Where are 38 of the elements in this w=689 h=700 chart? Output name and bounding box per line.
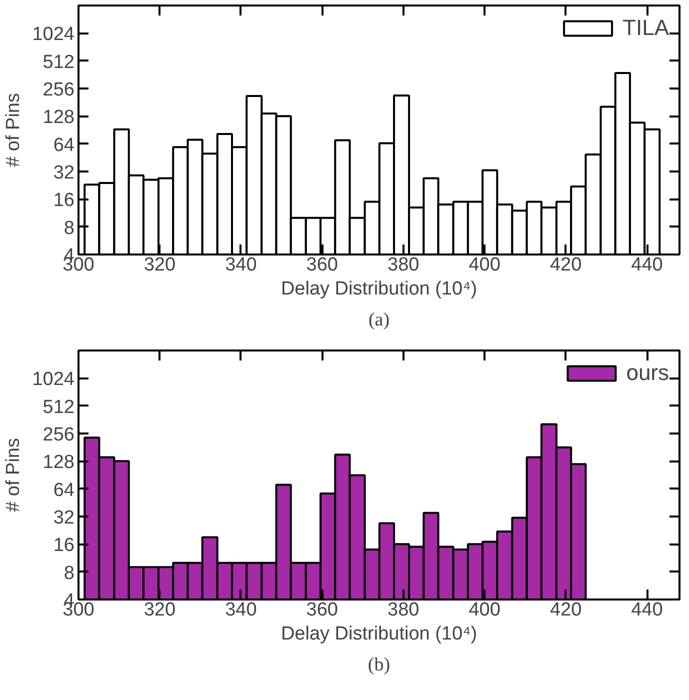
y-tick-label: 32 bbox=[53, 508, 75, 528]
x-tick-label: 320 bbox=[144, 254, 176, 276]
y-tick-label: 8 bbox=[64, 218, 75, 239]
legend-label: TILA bbox=[622, 15, 669, 41]
y-tick-label: 512 bbox=[42, 396, 74, 418]
y-tick-label: 32 bbox=[53, 162, 75, 184]
y-tick-label: 128 bbox=[42, 107, 74, 128]
x-tick-label: 360 bbox=[306, 254, 338, 276]
x-tick-label: 340 bbox=[225, 600, 257, 620]
x-tick-label: 340 bbox=[225, 254, 257, 276]
y-tick-label: 128 bbox=[42, 452, 74, 474]
legend-label: ours bbox=[626, 360, 669, 386]
y-tick-label: 64 bbox=[53, 480, 75, 501]
y-axis-title: # of Pins bbox=[3, 93, 24, 167]
y-tick-label: 256 bbox=[42, 80, 74, 100]
y-tick-label: 512 bbox=[42, 52, 74, 73]
y-tick-label: 16 bbox=[53, 535, 75, 556]
y-tick-label: 64 bbox=[53, 134, 75, 156]
x-tick-label: 440 bbox=[631, 600, 663, 620]
x-tick-label: 380 bbox=[388, 254, 420, 276]
text: (a) bbox=[368, 310, 390, 330]
y-tick-label: 8 bbox=[64, 562, 75, 584]
x-tick-label: 400 bbox=[468, 254, 500, 276]
y-tick-label: 1024 bbox=[32, 369, 75, 390]
x-tick-label: 320 bbox=[144, 600, 176, 620]
x-tick-label: 380 bbox=[388, 600, 420, 620]
y-tick-label: 16 bbox=[53, 190, 75, 212]
x-axis-title: Delay Distribution (10⁴) bbox=[280, 278, 478, 300]
text: (b) bbox=[368, 654, 390, 676]
x-tick-label: 420 bbox=[550, 600, 582, 620]
y-axis-title: # of Pins bbox=[3, 438, 24, 512]
y-tick-label: 1024 bbox=[32, 24, 75, 46]
x-axis-title: Delay Distribution (10⁴) bbox=[280, 624, 478, 644]
x-tick-label: 400 bbox=[468, 600, 500, 620]
x-tick-label: 360 bbox=[306, 600, 338, 620]
x-tick-label: 440 bbox=[631, 254, 663, 276]
x-tick-label: 420 bbox=[550, 254, 582, 276]
y-tick-label: 256 bbox=[42, 424, 74, 446]
